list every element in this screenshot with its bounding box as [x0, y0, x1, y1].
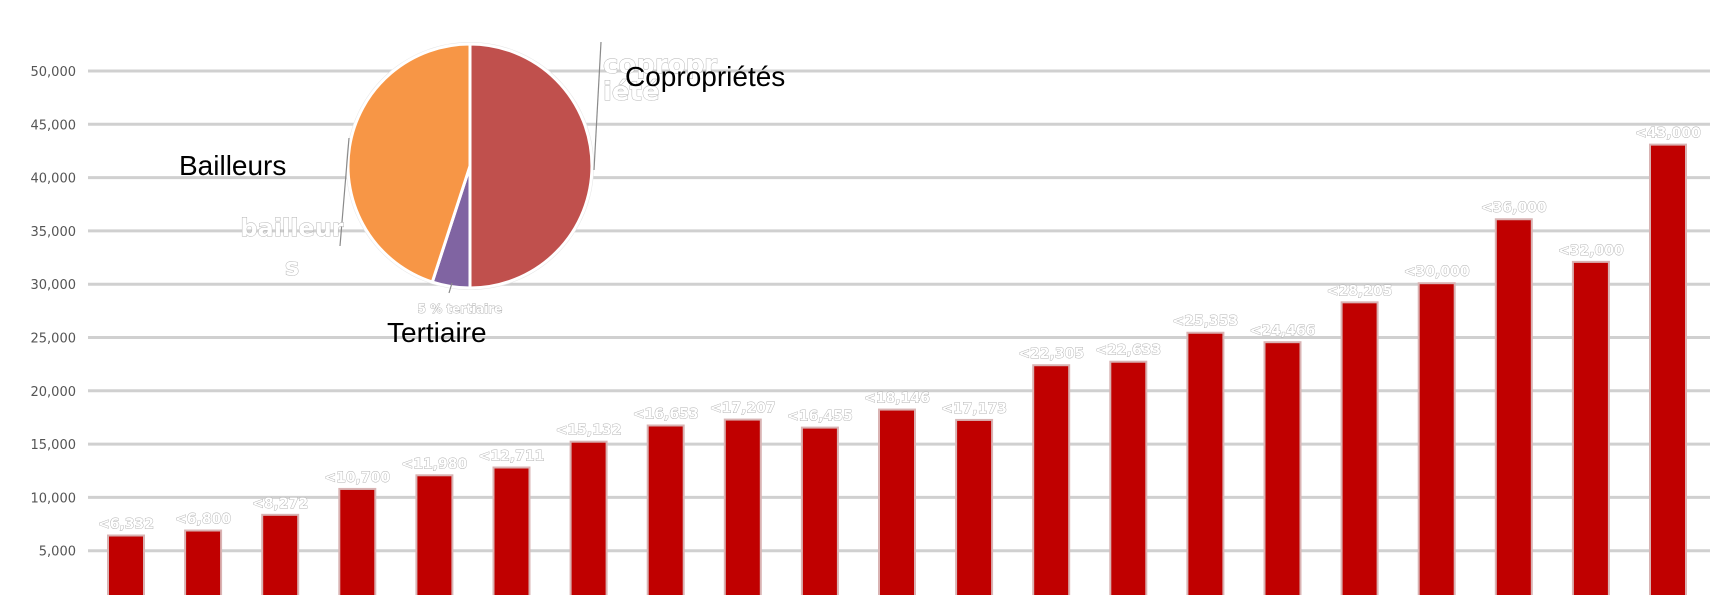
leader-line: [448, 282, 453, 294]
bar: [263, 515, 298, 595]
data-label: <11,980: [402, 456, 468, 472]
data-label: <12,711: [479, 449, 545, 465]
bar: [109, 536, 143, 595]
bar-series: [107, 143, 1687, 595]
pie-slice: [346, 42, 472, 284]
y-tick-label: 30,000: [31, 278, 77, 293]
y-tick-label: 15,000: [31, 438, 77, 453]
data-label: <36,000: [1481, 200, 1547, 216]
data-label: <28,205: [1327, 283, 1393, 299]
pie-slice: [468, 42, 594, 290]
pie-slice-label: copropr iété: [603, 50, 717, 107]
bar: [186, 531, 221, 595]
bar: [1651, 145, 1685, 595]
data-label: <6,332: [98, 517, 154, 533]
bar: [571, 442, 606, 595]
y-tick-label: 20,000: [31, 385, 77, 400]
y-tick-label: 35,000: [31, 225, 77, 240]
bar: [1188, 333, 1223, 595]
pie-annotation: Bailleurs: [179, 150, 286, 181]
data-label: <24,466: [1250, 323, 1316, 339]
bar: [417, 476, 452, 595]
data-label: <8,272: [252, 496, 308, 512]
data-label: <6,800: [175, 512, 231, 528]
bar: [1342, 303, 1377, 595]
bar: [1496, 220, 1531, 595]
leader-line: [593, 41, 602, 171]
bar: [340, 489, 375, 595]
data-label: <43,000: [1635, 126, 1701, 142]
bar: [1265, 343, 1300, 595]
y-tick-label: 50,000: [31, 65, 77, 80]
y-tick-label: 45,000: [31, 118, 77, 133]
bar: [648, 426, 683, 595]
pie-annotation: Copropriétés: [625, 61, 785, 92]
bar: [802, 428, 837, 595]
bar: [494, 468, 529, 595]
bar: [725, 420, 760, 595]
pie-annotation: Tertiaire: [387, 317, 487, 348]
data-label: <18,146: [864, 391, 930, 407]
bar: [1573, 262, 1608, 595]
bar: [880, 410, 914, 595]
pie-chart: [346, 42, 594, 290]
bar: [1034, 366, 1069, 595]
bar: [1111, 362, 1146, 595]
data-label: <16,653: [633, 406, 699, 422]
leader-line: [339, 137, 350, 247]
y-axis: 05,00010,00015,00020,00025,00030,00035,0…: [31, 65, 77, 560]
pie-slice-label: 5 % tertiaire: [418, 302, 503, 316]
data-label: <17,173: [941, 401, 1007, 417]
bar: [1419, 284, 1454, 595]
y-tick-label: 10,000: [31, 491, 77, 506]
bar: [957, 420, 992, 595]
data-label: <10,700: [324, 470, 390, 486]
data-label: <32,000: [1558, 243, 1624, 259]
data-label: <16,455: [787, 409, 853, 425]
data-labels: <6,332 <6,800 <8,272 <10,700 <11,980 <12,711 <…: [98, 125, 1702, 533]
y-tick-label: 25,000: [31, 332, 77, 347]
data-label: <22,633: [1095, 343, 1161, 359]
pie-slice-label: bailleur s: [240, 214, 343, 281]
data-label: <30,000: [1404, 264, 1470, 280]
y-tick-label: 5,000: [39, 545, 76, 560]
data-label: <22,305: [1018, 346, 1084, 362]
data-label: <25,353: [1173, 314, 1239, 330]
pie-annotations: copropr iété bailleur s 5 % tertiaire Copropr…: [179, 41, 785, 348]
data-label: <17,207: [710, 401, 776, 417]
data-label: <15,132: [556, 423, 622, 439]
y-tick-label: 40,000: [31, 172, 77, 187]
